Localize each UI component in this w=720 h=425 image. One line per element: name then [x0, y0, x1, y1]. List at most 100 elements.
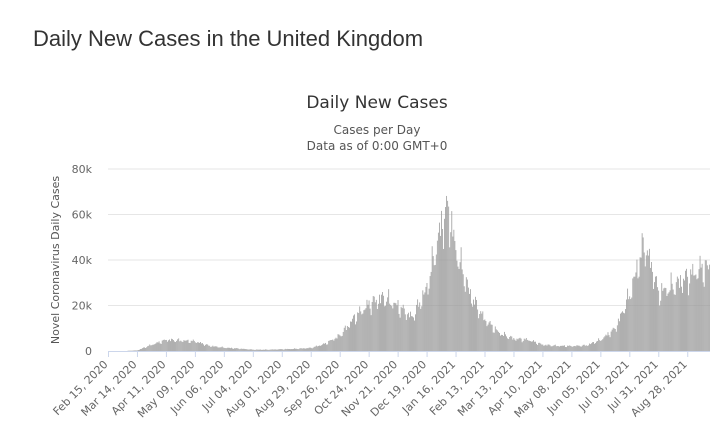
bar [597, 340, 599, 351]
bar [560, 345, 561, 351]
bar [279, 349, 281, 351]
bar [563, 345, 564, 351]
bar [341, 335, 343, 351]
bar [578, 345, 580, 351]
bar [536, 343, 538, 351]
bar [250, 349, 252, 351]
bar [660, 300, 662, 351]
bar [148, 345, 150, 351]
bar [591, 343, 592, 351]
bar [286, 348, 288, 351]
bar [581, 345, 583, 351]
bar [133, 350, 135, 351]
bar [257, 349, 259, 351]
bar [190, 340, 192, 351]
bar [566, 347, 567, 351]
bar [135, 350, 137, 351]
bar [539, 342, 541, 351]
bar [231, 347, 232, 351]
bar [470, 289, 471, 351]
bar [598, 338, 600, 351]
bar [525, 337, 527, 351]
bar [632, 278, 634, 351]
bar [203, 344, 204, 351]
bar [300, 348, 302, 351]
bar [200, 341, 201, 351]
bar [208, 345, 210, 351]
bar [243, 348, 245, 351]
bar [668, 292, 670, 351]
bar [451, 211, 453, 351]
bar [376, 308, 378, 351]
bar [225, 348, 227, 351]
bar [264, 349, 265, 351]
bar [388, 289, 390, 351]
bar [365, 308, 367, 351]
bar [653, 288, 654, 351]
bar [214, 346, 216, 351]
bar [643, 252, 645, 351]
bar [367, 304, 369, 351]
bar [707, 269, 709, 351]
bar [427, 294, 429, 351]
bar [620, 313, 621, 351]
bar [613, 328, 615, 351]
bar [155, 343, 157, 351]
bar [684, 280, 685, 351]
bar [236, 348, 238, 351]
bar [184, 340, 186, 351]
bar [334, 338, 336, 351]
bar [708, 264, 710, 351]
bar [662, 290, 664, 351]
bar [468, 293, 470, 351]
bar [705, 260, 707, 351]
bar [285, 349, 287, 351]
bar [601, 340, 603, 351]
bar [664, 287, 666, 351]
bar [459, 262, 461, 351]
bar [592, 342, 593, 351]
bar [301, 348, 303, 351]
bar [426, 282, 428, 351]
bar [260, 349, 261, 351]
bar [593, 342, 594, 351]
bar [401, 308, 403, 351]
bar [398, 313, 400, 351]
bar [263, 349, 264, 351]
bar [342, 331, 344, 351]
bar [400, 306, 402, 351]
bar [616, 325, 618, 351]
bar [143, 347, 144, 351]
bar [309, 347, 311, 351]
bar [147, 346, 149, 351]
bar [134, 350, 136, 351]
bar [201, 343, 202, 351]
bar [644, 266, 646, 351]
bar [210, 346, 212, 351]
bar [490, 324, 492, 351]
bar [432, 256, 434, 351]
bar [335, 337, 337, 351]
bar [509, 336, 511, 351]
bar [688, 295, 690, 351]
x-axis-ticks [108, 351, 689, 357]
bar [415, 314, 416, 351]
bar [526, 339, 528, 351]
bar [420, 308, 422, 351]
bar [151, 345, 153, 351]
bar [152, 344, 154, 351]
bar [379, 294, 380, 351]
bar [467, 287, 469, 351]
bar [187, 339, 189, 351]
bar [603, 337, 605, 351]
bar [338, 334, 340, 351]
bar [670, 272, 672, 351]
bar [524, 339, 526, 351]
bar [608, 335, 610, 351]
bar [556, 346, 558, 351]
bar [450, 232, 452, 351]
bar [395, 303, 397, 351]
bar [651, 262, 652, 351]
bar [636, 259, 638, 351]
bar [501, 334, 502, 351]
